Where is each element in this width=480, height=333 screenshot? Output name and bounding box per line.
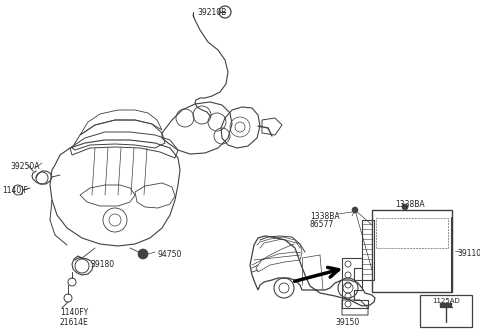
Text: 86577: 86577 [310,220,334,229]
Bar [362,220,374,280]
Text: 1338BA: 1338BA [395,200,425,209]
Bar [372,210,452,292]
Text: 39150: 39150 [336,318,360,327]
Text: 1140FY
21614E: 1140FY 21614E [60,308,89,327]
Circle shape [402,204,408,210]
Circle shape [138,249,148,259]
Text: 1125AD: 1125AD [432,298,460,304]
Text: 1338BA: 1338BA [310,212,340,221]
Bar [440,303,452,307]
Text: 1140JF: 1140JF [2,186,28,195]
Text: 39180: 39180 [90,260,114,269]
Text: 39110: 39110 [457,248,480,257]
Bar [376,218,448,248]
Text: 39250A: 39250A [10,162,39,171]
Bar [420,295,472,327]
Text: 94750: 94750 [157,250,181,259]
Circle shape [352,207,358,213]
Text: 39210B: 39210B [197,8,226,17]
